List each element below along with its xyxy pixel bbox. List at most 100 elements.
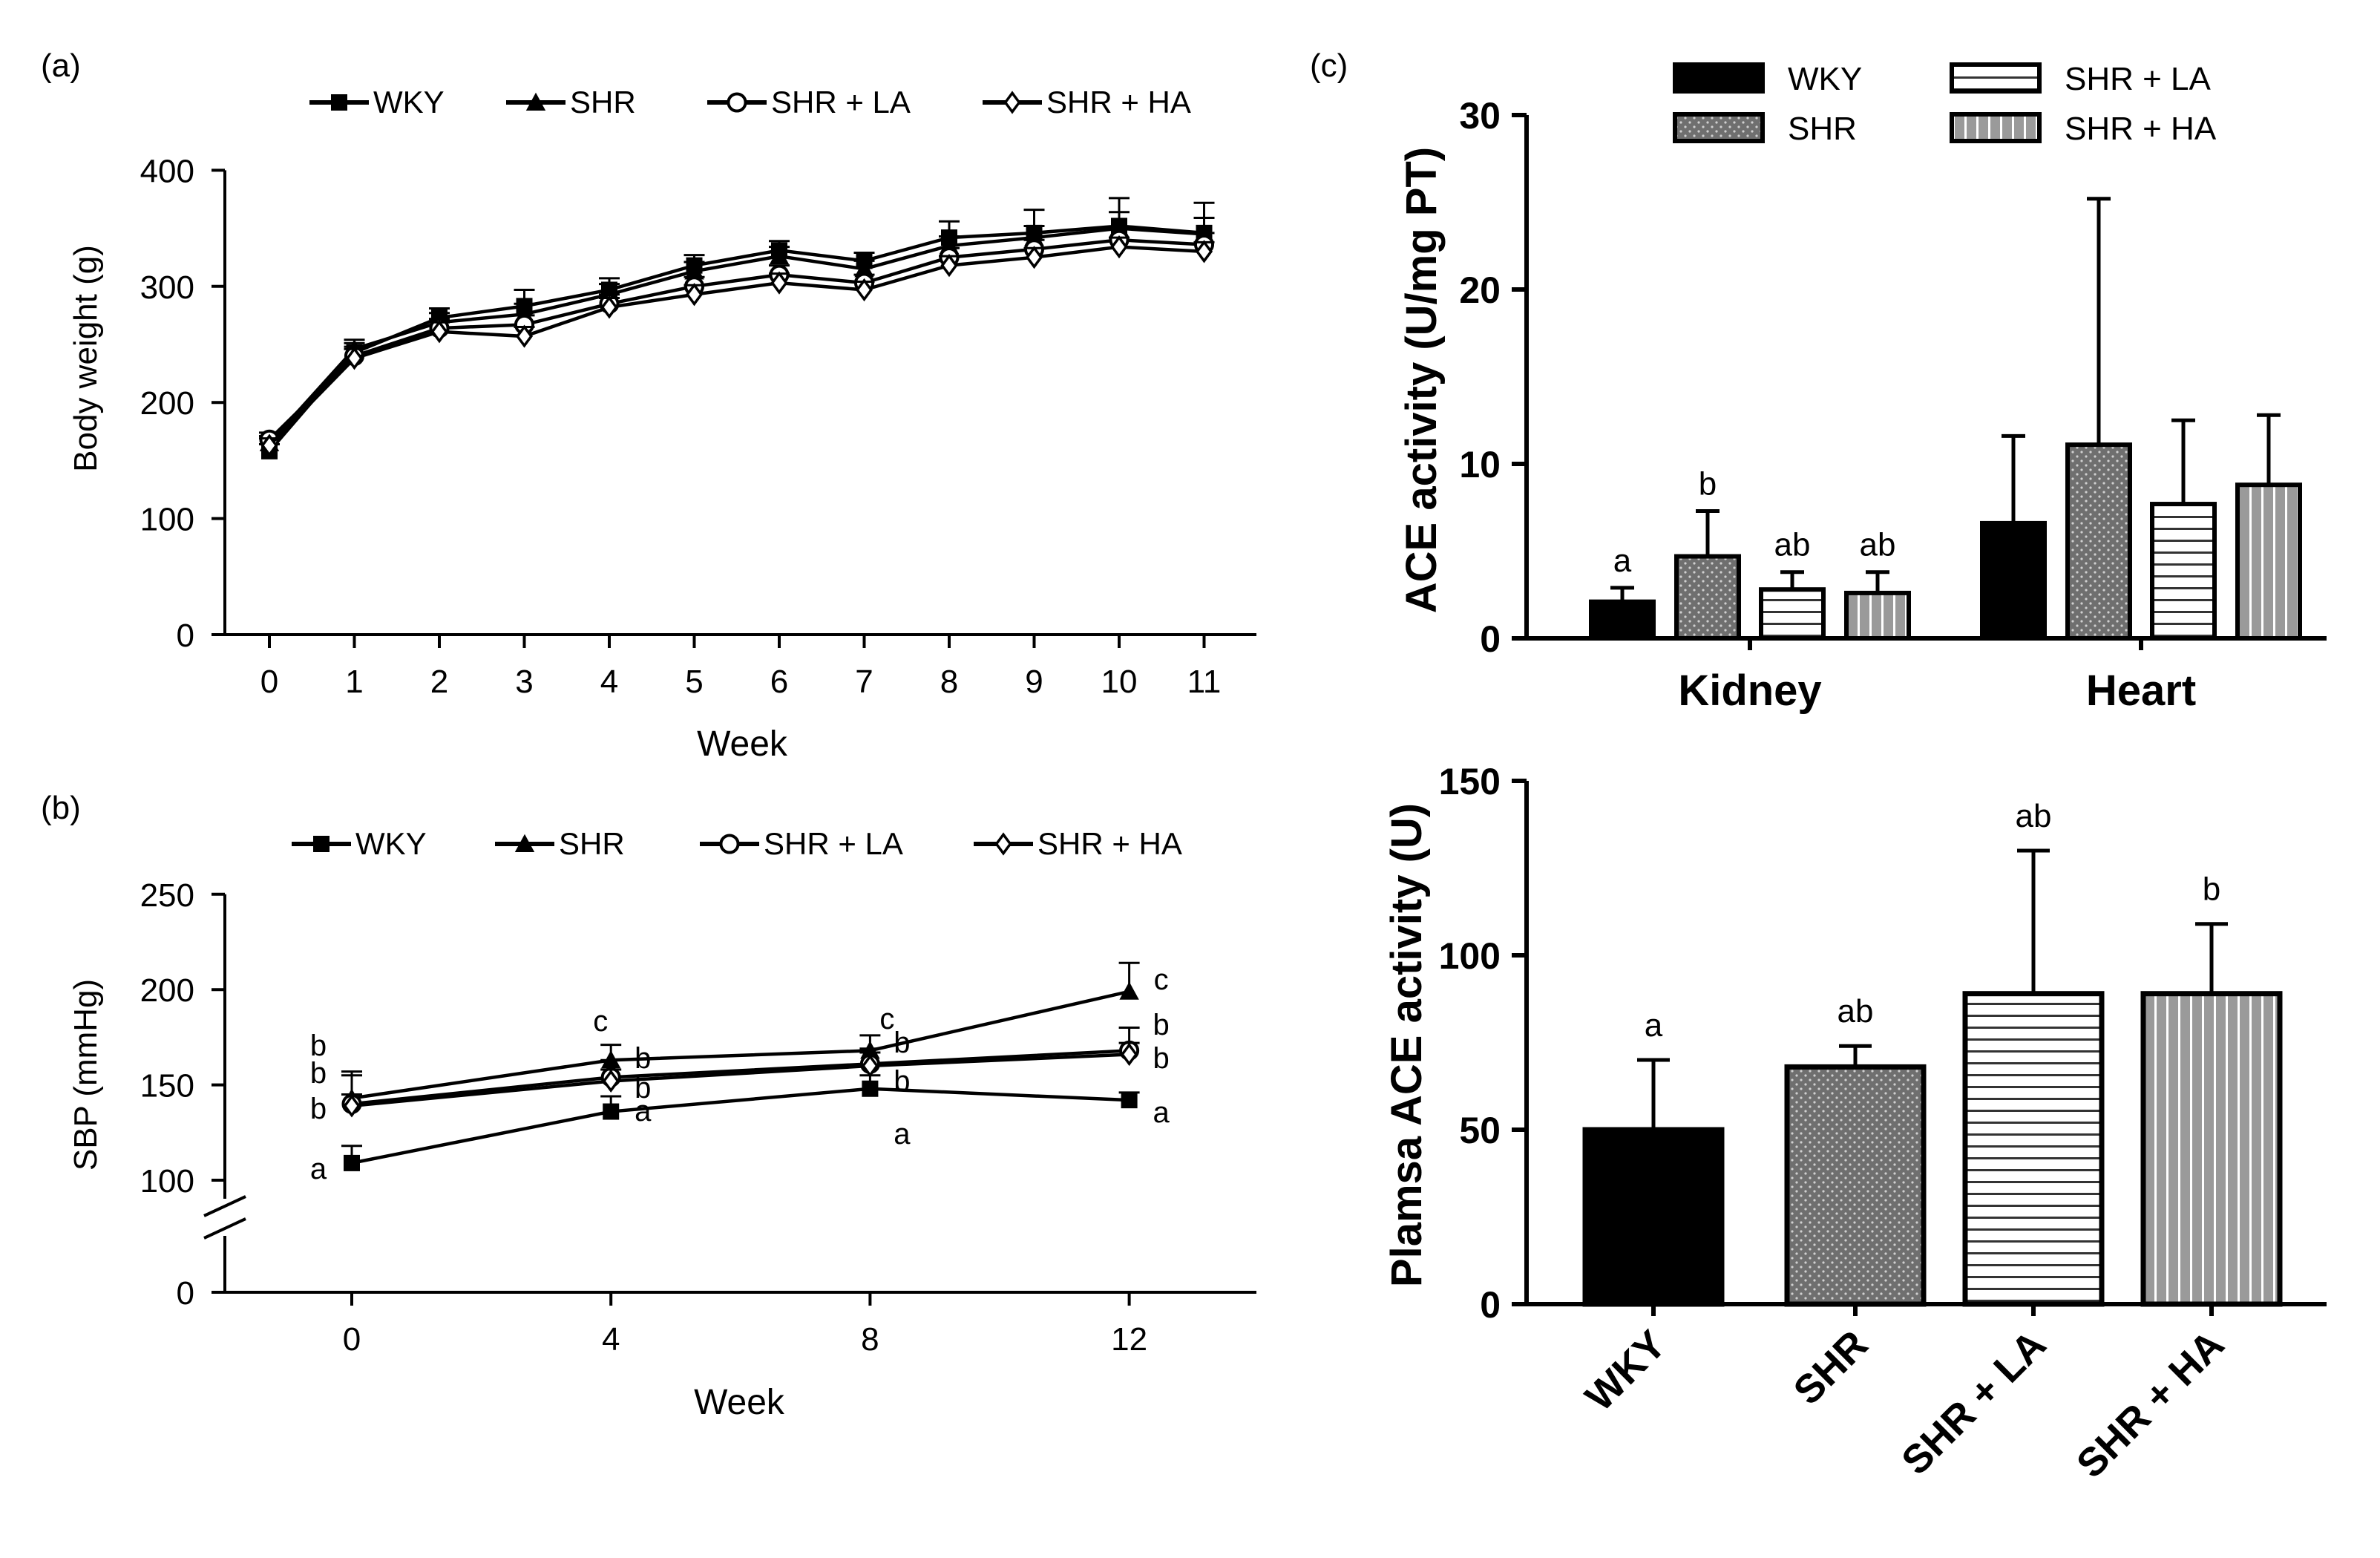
- legend-marker-shr: [525, 92, 546, 111]
- data-point-shr-ha: [345, 347, 364, 370]
- significance-label-wky: a: [1645, 1007, 1663, 1044]
- significance-label-shr: ab: [1838, 993, 1874, 1030]
- x-tick-label-9: 9: [1025, 664, 1043, 700]
- significance-label-shr-la: b: [635, 1042, 651, 1075]
- legend-label-wky: WKY: [1788, 61, 1862, 97]
- y-tick-label-20: 20: [1459, 269, 1501, 311]
- x-tick-label-12: 12: [1111, 1321, 1147, 1358]
- series-line-wky: [268, 224, 1204, 453]
- y-tick-label-100: 100: [140, 502, 194, 538]
- data-point-wky: [603, 1103, 620, 1120]
- y-tick-label-150: 150: [1439, 761, 1501, 802]
- data-point-shr-ha: [685, 283, 704, 307]
- data-point-shr-ha: [343, 1094, 361, 1118]
- significance-label-shr-ha: b: [635, 1072, 651, 1104]
- panel-label-b: (b): [41, 790, 81, 826]
- data-point-shr-ha: [1195, 240, 1213, 264]
- category-label-shr: SHR: [1785, 1322, 1876, 1413]
- series-line-shr-la: [268, 238, 1204, 441]
- legend-marker-shr-ha: [994, 832, 1012, 856]
- legend-label-wky: WKY: [373, 85, 445, 120]
- bar-shr-la: [1759, 587, 1826, 641]
- series-line-shr: [351, 989, 1130, 1100]
- legend-swatch-shr-ha: [1950, 112, 2042, 143]
- x-axis-title: Week: [694, 1383, 785, 1422]
- data-point-shr: [684, 261, 704, 280]
- data-point-shr-ha: [430, 320, 448, 344]
- bar-wky: [1582, 1127, 1725, 1307]
- legend-marker-shr: [514, 834, 535, 852]
- significance-label-shr-ha: b: [2203, 871, 2220, 908]
- x-tick-label-0: 0: [343, 1321, 361, 1358]
- significance-label-shr-ha: ab: [1860, 527, 1896, 563]
- legend-swatch-shr: [1673, 112, 1765, 143]
- significance-label-shr-ha: b: [310, 1093, 327, 1125]
- significance-label-shr: c: [593, 1005, 608, 1038]
- panel-label-c: (c): [1310, 48, 1348, 84]
- data-point-wky: [1121, 1092, 1138, 1109]
- x-tick-label-8: 8: [940, 664, 958, 700]
- y-tick-label-0: 0: [177, 618, 194, 654]
- x-tick-label-2: 2: [430, 664, 448, 700]
- significance-label-shr-la: ab: [1774, 527, 1811, 563]
- category-label-kidney: Kidney: [1678, 667, 1821, 715]
- data-point-shr: [769, 246, 790, 265]
- data-point-shr: [854, 259, 874, 278]
- y-axis-title: Plamsa ACE activity (U): [1383, 803, 1431, 1287]
- x-tick-label-7: 7: [855, 664, 873, 700]
- y-tick-label-400: 400: [140, 153, 194, 189]
- significance-label-wky: a: [1153, 1096, 1170, 1129]
- significance-label-shr-la: b: [894, 1027, 910, 1059]
- axis-break-mark: [203, 1195, 246, 1217]
- data-point-shr-ha: [600, 295, 618, 319]
- significance-label-wky: a: [310, 1153, 327, 1185]
- x-tick-label-4: 4: [602, 1321, 620, 1358]
- series-line-shr-ha: [351, 1053, 1130, 1108]
- bar-shr-ha: [1844, 590, 1911, 641]
- data-point-shr-ha: [1121, 1042, 1138, 1067]
- category-label-shr-la: SHR + LA: [1893, 1322, 2054, 1483]
- y-tick-label-100: 100: [140, 1163, 194, 1199]
- y-tick-label-200: 200: [140, 385, 194, 422]
- legend-label-shr-la: SHR + LA: [764, 826, 903, 861]
- significance-label-wky: a: [894, 1118, 911, 1151]
- legend-label-shr-ha: SHR + HA: [2065, 111, 2217, 147]
- bar-wky: [1589, 599, 1656, 641]
- y-tick-label-100: 100: [1439, 935, 1501, 977]
- significance-label-shr-ha: b: [894, 1065, 910, 1098]
- y-tick-label-0: 0: [1480, 1284, 1501, 1326]
- x-axis-title: Week: [697, 724, 788, 764]
- bar-shr-ha: [2235, 482, 2302, 641]
- bar-wky: [1980, 520, 2047, 641]
- legend-marker-shr-la: [727, 92, 747, 113]
- x-tick-label-8: 8: [861, 1321, 879, 1358]
- legend-label-shr-la: SHR + LA: [2065, 61, 2212, 97]
- y-tick-label-200: 200: [140, 972, 194, 1009]
- legend-label-shr-ha: SHR + HA: [1037, 826, 1182, 861]
- legend-label-shr-ha: SHR + HA: [1046, 85, 1191, 120]
- x-tick-label-1: 1: [345, 664, 363, 700]
- x-tick-label-4: 4: [600, 664, 618, 700]
- bar-shr: [1674, 554, 1741, 641]
- data-point-shr-ha: [260, 433, 278, 457]
- legend-marker-shr-la: [719, 834, 740, 854]
- y-axis-title: SBP (mmHg): [68, 979, 104, 1171]
- series-line-shr: [268, 226, 1204, 445]
- legend-marker-wky: [313, 836, 330, 852]
- series-line-shr-la: [351, 1049, 1130, 1106]
- panel-label-a: (a): [41, 48, 81, 84]
- x-tick-label-5: 5: [685, 664, 703, 700]
- significance-label-shr-la: b: [310, 1057, 327, 1090]
- tissue-ace-chart: 0 10 20 30 ACE activity (U/mg PT) Kidney Heart…: [1397, 61, 2327, 715]
- legend-label-shr: SHR: [559, 826, 625, 861]
- series-line-shr-ha: [268, 245, 1204, 447]
- data-point-shr-ha: [1025, 246, 1043, 269]
- y-tick-label-150: 150: [140, 1068, 194, 1104]
- x-tick-label-3: 3: [515, 664, 533, 700]
- data-point-wky: [862, 1080, 879, 1097]
- y-tick-label-0: 0: [1480, 618, 1501, 660]
- category-label-heart: Heart: [2086, 667, 2196, 715]
